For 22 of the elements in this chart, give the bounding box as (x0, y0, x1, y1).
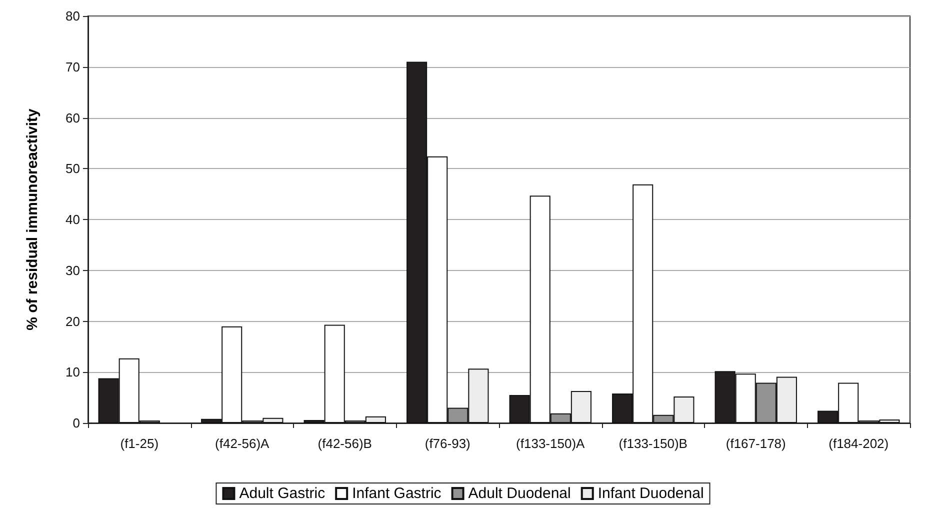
y-tick-label: 30 (66, 262, 80, 278)
x-tick-label: (f76-93) (424, 436, 470, 451)
x-tick-label: (f1-25) (120, 436, 159, 451)
x-tick-label: (f42-56)A (215, 436, 270, 451)
x-tick-label: (f184-202) (828, 436, 889, 451)
y-tick-label: 50 (66, 161, 80, 176)
x-tick-label: (f42-56)B (318, 436, 372, 451)
y-axis-title: % of residual immunoreactivity (24, 108, 41, 330)
y-tick-label: 70 (66, 59, 80, 74)
y-tick-label: 40 (66, 212, 80, 227)
legend-label: Adult Gastric (239, 485, 326, 502)
y-tick-label: 80 (66, 8, 80, 24)
x-tick-label: (f133-150)B (618, 436, 688, 451)
x-tick-label: (f167-178) (726, 436, 786, 451)
y-tick-label: 60 (66, 110, 80, 126)
y-tick-label: 10 (66, 364, 80, 380)
legend-label: Infant Duodenal (598, 485, 704, 502)
y-tick-label: 0 (72, 416, 80, 430)
legend-label: Infant Gastric (352, 485, 442, 502)
legend-label: Adult Duodenal (468, 485, 571, 502)
y-tick-label: 20 (66, 314, 80, 329)
x-tick-label: (f133-150)A (516, 436, 586, 451)
